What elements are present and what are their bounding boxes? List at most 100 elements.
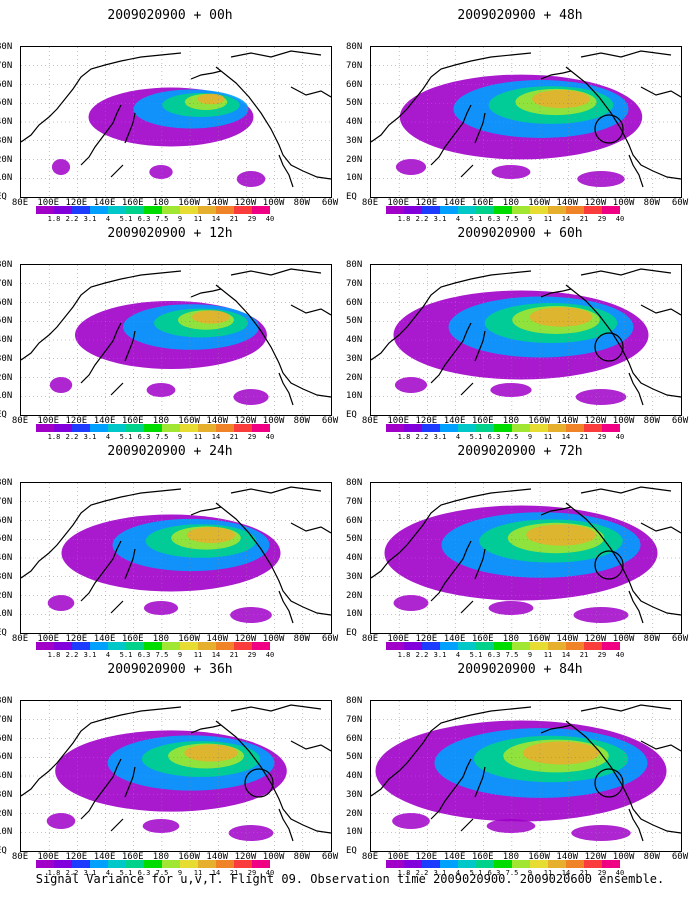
longitude-label: 120E (65, 634, 88, 644)
colorbar-swatch (198, 642, 216, 650)
forecast-map-panel: 2009020900 + 24h 80N 70N 60N 50N 40N 30N 20N 10N… (0, 444, 340, 666)
longitude-label: 140W (206, 198, 229, 208)
longitude-label: 60W (671, 634, 689, 644)
longitude-label: 100W (612, 852, 635, 862)
coastline (230, 704, 322, 712)
latitude-label: 60N (346, 297, 363, 308)
colorbar-label: 2.2 (415, 869, 429, 877)
colorbar-label: 40 (615, 651, 625, 659)
colorbar-swatch (422, 206, 440, 214)
colorbar-swatch (512, 424, 530, 432)
latitude-label: 70N (346, 60, 363, 71)
colorbar-label: 9 (177, 433, 183, 441)
colorbar-swatch (216, 206, 234, 214)
map-svg (371, 265, 681, 415)
latitude-label: 30N (346, 135, 363, 146)
tropical-variance-patch-2 (230, 607, 272, 623)
coastline (110, 382, 124, 396)
longitude-label: 100W (612, 416, 635, 426)
colorbar-swatch (530, 424, 548, 432)
longitude-label: 180 (152, 852, 170, 862)
latitude-label: 30N (346, 571, 363, 582)
colorbar-label: 11 (193, 433, 203, 441)
colorbar-label: 14 (211, 869, 221, 877)
colorbar-swatch (494, 206, 512, 214)
map-svg (371, 701, 681, 851)
colorbar-label: 4 (455, 215, 461, 223)
longitude-label: 100W (262, 852, 285, 862)
colorbar-swatch (602, 642, 620, 650)
latitude-label: 50N (0, 98, 13, 109)
variance-contour-4 (526, 524, 596, 546)
longitude-label: 80E (11, 198, 29, 208)
latitude-label: 20N (346, 590, 363, 601)
longitude-label: 80E (11, 416, 29, 426)
longitude-label: 80E (11, 852, 29, 862)
colorbar-swatch (494, 424, 512, 432)
colorbar-label: 4 (455, 651, 461, 659)
colorbar-swatch (494, 860, 512, 868)
latitude-label: 70N (0, 60, 13, 71)
coastline (21, 270, 182, 361)
longitude-label: 100W (612, 198, 635, 208)
tropical-variance-patch-0 (395, 159, 427, 175)
colorbar-swatch (530, 642, 548, 650)
latitude-label: 20N (0, 372, 13, 383)
colorbar-swatch (422, 642, 440, 650)
latitude-label: 20N (0, 808, 13, 819)
latitude-label: 40N (0, 117, 13, 127)
colorbar-label: 21 (579, 869, 589, 877)
colorbar-label: 7.5 (155, 433, 169, 441)
coastline (21, 488, 182, 579)
latitude-label: 80N (346, 696, 363, 706)
colorbar-swatch (198, 206, 216, 214)
longitude-label: 80W (643, 634, 660, 644)
coastline (230, 268, 322, 276)
colorbar-swatch (54, 206, 72, 214)
latitude-label: 50N (0, 316, 13, 327)
latitude-label: 20N (0, 590, 13, 601)
latitude-label: 60N (0, 79, 13, 90)
map-svg (21, 701, 331, 851)
tropical-variance-patch-2 (573, 607, 629, 623)
coastline (110, 164, 124, 178)
longitude-label: 60W (671, 852, 689, 862)
colorbar-swatch (476, 642, 494, 650)
colorbar-label: 4 (105, 651, 111, 659)
coastline (371, 52, 532, 143)
colorbar-swatch (36, 860, 54, 868)
colorbar-label: 7.5 (155, 651, 169, 659)
colorbar-label: 4 (105, 433, 111, 441)
longitude-label: 140W (206, 416, 229, 426)
tropical-variance-patch-1 (149, 165, 173, 179)
latitude-label: 10N (346, 391, 363, 402)
longitude-label: 160W (178, 416, 200, 426)
coastline (474, 548, 486, 580)
colorbar-label: 1.8 (47, 869, 61, 877)
latitude-label: 50N (346, 752, 363, 763)
colorbar-label: 1.8 (397, 433, 411, 441)
colorbar-label: 14 (561, 651, 571, 659)
colorbar-swatch (108, 642, 126, 650)
colorbar-swatch (440, 642, 458, 650)
coastline (215, 284, 331, 398)
variance-contour-4 (529, 307, 593, 327)
colorbar-label: 3.1 (433, 215, 447, 223)
colorbar-label: 1.8 (397, 869, 411, 877)
longitude-label: 140W (556, 198, 579, 208)
coastline (640, 522, 681, 534)
colorbar-swatch (72, 642, 90, 650)
colorbar-label: 6.3 (487, 215, 501, 223)
longitude-label: 160W (178, 634, 200, 644)
colorbar-swatch (126, 642, 144, 650)
colorbar-label: 29 (597, 651, 607, 659)
longitude-label: 80W (293, 198, 310, 208)
colorbar-label: 2.2 (65, 215, 79, 223)
tropical-variance-patch-1 (142, 819, 180, 833)
colorbar-swatch (108, 860, 126, 868)
colorbar-label: 21 (579, 433, 589, 441)
colorbar-swatch (386, 860, 404, 868)
longitude-label: 80E (361, 634, 379, 644)
colorbar-label: 5.1 (119, 651, 133, 659)
coastline (540, 70, 572, 80)
